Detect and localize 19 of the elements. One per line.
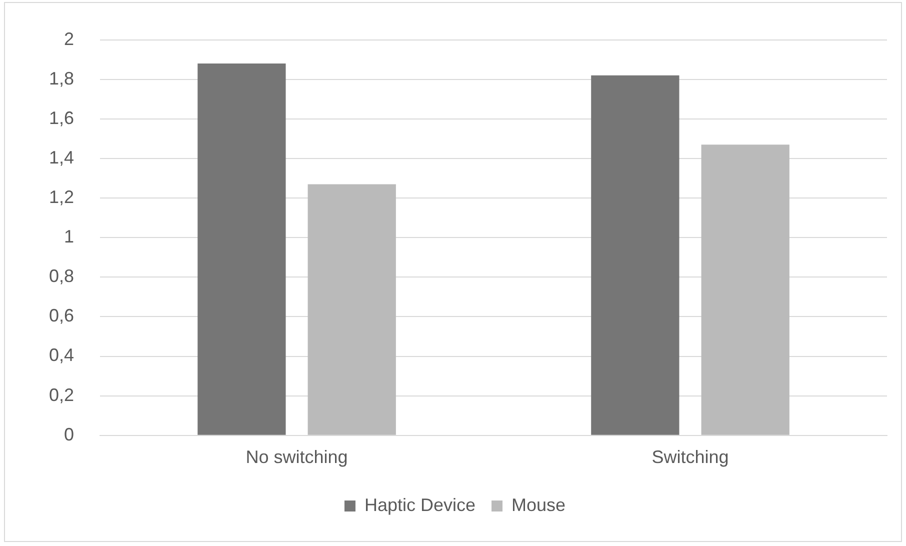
y-tick-label: 0,2 — [48, 384, 74, 405]
y-tick-label: 1,8 — [48, 68, 74, 88]
y-tick-label: 1,4 — [48, 147, 74, 168]
x-tick-label: No switching — [246, 447, 348, 468]
bar — [591, 75, 680, 435]
y-tick-label: 1,6 — [48, 108, 74, 128]
x-tick-label: Switching — [652, 447, 729, 468]
y-tick-label: 0,6 — [48, 306, 74, 326]
y-tick-label: 1 — [64, 226, 74, 247]
y-tick-label: 0,8 — [48, 266, 74, 286]
legend-label: Mouse — [512, 494, 566, 515]
y-tick-label: 2 — [64, 28, 74, 49]
bar — [308, 184, 396, 435]
bar — [701, 144, 790, 435]
y-tick-label: 0,4 — [48, 345, 74, 366]
legend-label: Haptic Device — [364, 494, 476, 515]
y-tick-label: 1,2 — [48, 187, 74, 208]
y-tick-label: 0 — [64, 424, 74, 444]
bar — [198, 64, 286, 435]
